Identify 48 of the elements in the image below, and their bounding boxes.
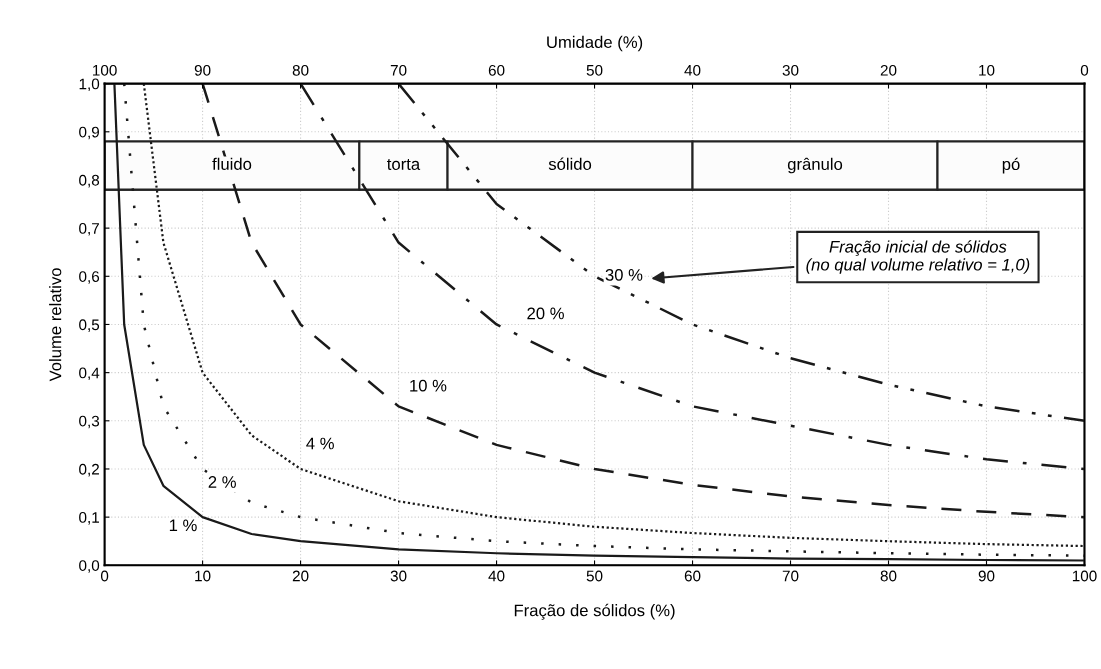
- x-tick-label: 70: [782, 570, 799, 582]
- x2-tick-label: 90: [194, 64, 211, 76]
- y-tick-label: 0,2: [79, 463, 99, 477]
- y-tick-label: 0,7: [79, 223, 99, 236]
- y-tick-label: 0,4: [79, 367, 100, 381]
- x-tick-label: 30: [390, 570, 407, 582]
- annotation: 1 %: [169, 519, 197, 532]
- x-tick-label: 10: [195, 570, 211, 582]
- x2-axis-title: Umidade (%): [547, 35, 643, 52]
- y-tick-label: 0,9: [79, 126, 100, 140]
- band-label: torta: [387, 159, 421, 170]
- x-tick-label: 50: [586, 570, 603, 582]
- y-tick-label: 0,8: [79, 174, 100, 188]
- x2-tick-label: 10: [979, 64, 995, 76]
- x-tick-label: 0: [100, 570, 109, 582]
- y-tick-label: 0,6: [79, 271, 100, 284]
- annotation: Fração inicial de sólidos (no qual volume relativo = 1,0): [806, 240, 1030, 274]
- x2-tick-label: 100: [93, 64, 117, 76]
- x2-tick-label: 70: [390, 64, 407, 76]
- band-label: fluido: [212, 157, 252, 170]
- band-label: grânulo: [787, 157, 843, 174]
- x2-tick-label: 30: [782, 64, 799, 76]
- band-label: pó: [1002, 157, 1020, 174]
- y-tick-label: 0,0: [79, 560, 100, 573]
- y-tick-label: 0,5: [79, 319, 100, 332]
- x-tick-label: 40: [488, 570, 505, 582]
- x-axis-title: Fração de sólidos (%): [514, 603, 675, 620]
- x-tick-label: 90: [978, 570, 995, 582]
- y-tick-label: 1,0: [79, 78, 100, 92]
- x2-tick-label: 80: [292, 64, 309, 76]
- y-axis-title: Volume relativo: [49, 268, 62, 382]
- annotation: 2 %: [208, 476, 236, 488]
- annotation: 10 %: [410, 379, 447, 392]
- annotation: 30 %: [605, 268, 643, 281]
- x-tick-label: 80: [880, 570, 897, 582]
- annotation: 4 %: [306, 437, 334, 450]
- band-label: sólido: [548, 157, 592, 170]
- x2-tick-label: 40: [684, 64, 701, 76]
- y-tick-label: 0,1: [79, 512, 99, 525]
- x2-tick-label: 20: [880, 64, 897, 76]
- x-tick-label: 20: [292, 570, 309, 582]
- x-tick-label: 100: [1072, 570, 1097, 582]
- x2-tick-label: 60: [488, 64, 505, 76]
- x2-tick-label: 0: [1080, 64, 1089, 76]
- annotation: 20 %: [527, 307, 564, 320]
- x-tick-label: 60: [684, 570, 701, 582]
- x2-tick-label: 50: [586, 64, 603, 76]
- y-tick-label: 0,3: [79, 415, 100, 429]
